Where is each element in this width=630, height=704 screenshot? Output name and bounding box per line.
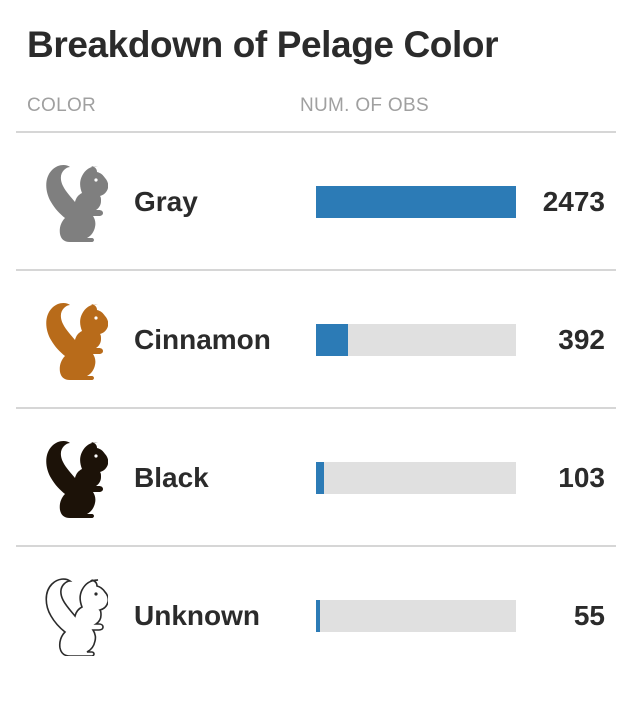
bar-track — [316, 462, 516, 494]
cinnamon-squirrel-icon — [38, 296, 109, 380]
count-column-header: NUM. OF OBS — [300, 95, 429, 116]
bar — [316, 462, 325, 494]
list-item: Gray 2473 — [0, 133, 630, 269]
row-divider — [16, 545, 616, 547]
bar — [316, 324, 348, 356]
list-item: Black 103 — [0, 409, 630, 545]
row-count: 2473 — [542, 186, 605, 217]
color-column-header: COLOR — [27, 95, 97, 116]
row-count: 103 — [558, 462, 605, 493]
row-label: Unknown — [134, 600, 260, 631]
header-divider — [16, 131, 616, 133]
list-item: Cinnamon 392 — [0, 271, 630, 407]
bar-track — [316, 600, 516, 632]
row-label: Black — [134, 462, 209, 493]
bar — [316, 600, 321, 632]
gray-squirrel-icon — [38, 158, 109, 242]
row-divider — [16, 407, 616, 409]
row-divider — [16, 269, 616, 271]
chart-title: Breakdown of Pelage Color — [27, 24, 499, 65]
row-label: Gray — [134, 186, 198, 217]
bar-track — [316, 186, 516, 218]
bar — [316, 186, 516, 218]
list-item: Unknown 55 — [0, 547, 630, 683]
black-squirrel-icon — [38, 434, 109, 518]
row-count: 55 — [573, 600, 605, 631]
row-count: 392 — [558, 324, 605, 355]
unknown-squirrel-icon — [38, 572, 110, 657]
row-label: Cinnamon — [134, 324, 271, 355]
bar-track — [316, 324, 516, 356]
